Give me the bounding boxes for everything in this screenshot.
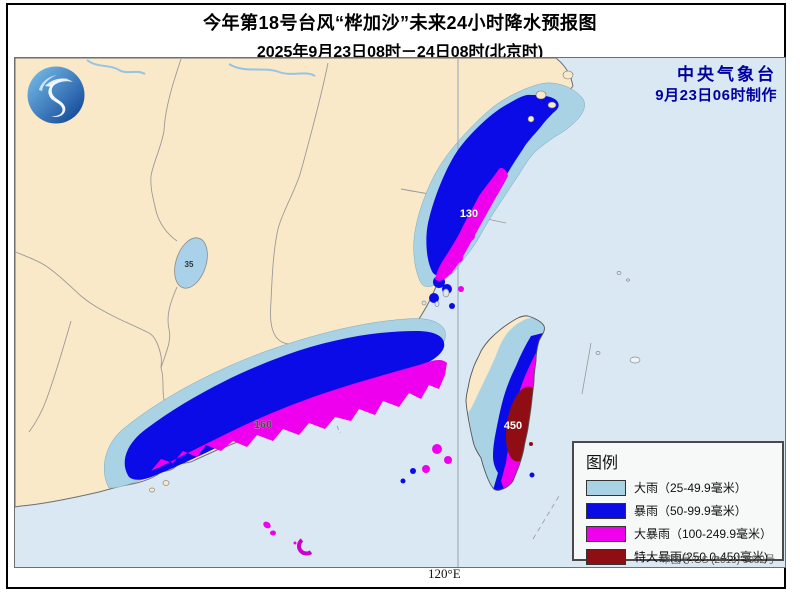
legend-swatch-extreme-rainstorm — [586, 548, 626, 565]
forecast-map: 130 160 450 35 中央气象台 9月23日06时制作 图例 — [14, 57, 786, 568]
river-lines — [86, 59, 316, 77]
taiwan-island — [465, 315, 545, 491]
legend-box: 图例 大雨（25-49.9毫米） 暴雨（50-99.9毫米） 大暴雨（100-2… — [572, 441, 784, 565]
agency-block: 中央气象台 9月23日06时制作 — [655, 64, 777, 106]
legend-label-extreme-rainstorm: 特大暴雨(250.0-450毫米) — [634, 550, 769, 564]
lake — [174, 237, 208, 289]
south-band-value-label: 160 — [254, 419, 272, 431]
legend-swatch-heavy-rain — [586, 479, 626, 496]
page-subtitle: 2025年9月23日08时－24日08时(北京时) — [256, 44, 544, 61]
meridian-120e-label: 120°E — [428, 566, 461, 581]
logo-circle — [27, 66, 85, 124]
page-title: 今年第18号台风“桦加沙”未来24小时降水预报图 — [202, 13, 598, 33]
lake-value-label: 35 — [185, 260, 194, 269]
legend-swatch-heavy-rainstorm — [586, 525, 626, 542]
rainfall-value-labels: 130 160 450 35 — [185, 208, 523, 432]
legend-row: 特大暴雨(250.0-450毫米) — [574, 545, 782, 567]
legend-row: 暴雨（50-99.9毫米） — [574, 499, 782, 522]
offshore-boundary-lines — [532, 342, 592, 540]
logo-swirl — [48, 78, 69, 117]
cma-logo — [25, 64, 87, 126]
legend-row: 大雨（25-49.9毫米） — [574, 476, 782, 499]
legend-label-heavy-rainstorm: 大暴雨（100-249.9毫米） — [634, 527, 773, 541]
legend-label-heavy-rain: 大雨（25-49.9毫米） — [634, 481, 747, 495]
map-canvas: 130 160 450 35 — [15, 58, 641, 567]
taiwan-band-value-label: 450 — [504, 420, 522, 432]
logo-wing — [45, 78, 73, 87]
small-islands — [149, 70, 641, 493]
map-license-number: 审图号:GS (2019) 3082号 — [661, 555, 775, 566]
agency-issue-time: 9月23日06时制作 — [655, 87, 777, 105]
rain-band-heavy-rainstorm — [151, 167, 508, 556]
legend-title: 图例 — [586, 455, 619, 472]
title-block: 今年第18号台风“桦加沙”未来24小时降水预报图 2025年9月23日08时－2… — [0, 9, 800, 62]
legend-row: 大暴雨（100-249.9毫米） — [574, 522, 782, 545]
logo-cloud-arc — [39, 75, 57, 91]
north-band-value-label: 130 — [460, 208, 478, 220]
legend-swatch-rainstorm — [586, 502, 626, 519]
legend-label-rainstorm: 暴雨（50-99.9毫米） — [634, 504, 747, 518]
agency-name: 中央气象台 — [677, 65, 777, 84]
